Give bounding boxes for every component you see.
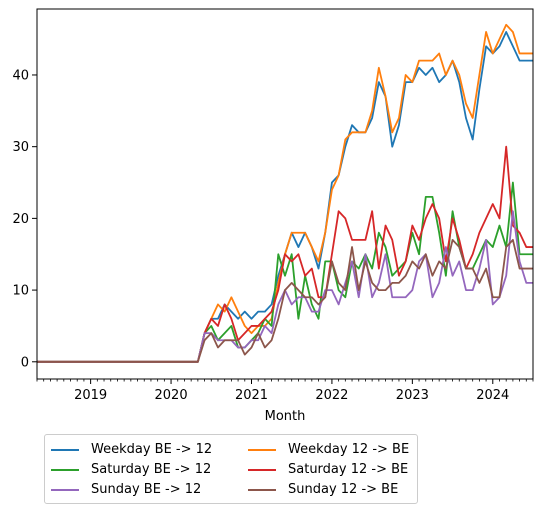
legend-swatch [248, 448, 276, 451]
x-tick-label: 2021 [235, 388, 268, 403]
y-tick-label: 40 [12, 68, 29, 83]
x-axis-title: Month [265, 409, 306, 424]
x-tick-label: 2020 [155, 388, 188, 403]
x-axis: 2019 2020 2021 2022 2023 2024 [36, 379, 534, 403]
series-line-3 [37, 145, 533, 363]
legend-swatch [248, 488, 276, 491]
legend-swatch [51, 488, 79, 491]
legend-label: Sunday BE -> 12 [91, 482, 202, 497]
x-tick-label: 2019 [74, 388, 107, 403]
y-tick-label: 10 [12, 284, 29, 299]
x-tick-label: 2024 [476, 388, 509, 403]
x-tick-label: 2022 [315, 388, 348, 403]
legend: Weekday BE -> 12 Weekday 12 -> BE Saturday… [44, 434, 418, 504]
series-layer [37, 23, 533, 363]
legend-item: Weekday 12 -> BE [248, 442, 409, 457]
legend-swatch [51, 448, 79, 451]
legend-item: Sunday 12 -> BE [248, 482, 398, 497]
legend-label: Saturday 12 -> BE [288, 462, 409, 477]
legend-item: Sunday BE -> 12 [51, 482, 201, 497]
legend-item: Saturday BE -> 12 [51, 462, 211, 477]
series-line-5 [37, 238, 533, 363]
y-tick-label: 30 [12, 140, 29, 155]
y-tick-label: 0 [21, 355, 29, 370]
y-tick-label: 20 [12, 212, 29, 227]
x-tick-label: 2023 [396, 388, 429, 403]
legend-label: Sunday 12 -> BE [288, 482, 399, 497]
series-line-1 [37, 23, 533, 363]
series-line-2 [37, 181, 533, 363]
legend-item: Saturday 12 -> BE [248, 462, 408, 477]
plot-frame [36, 8, 534, 380]
legend-swatch [248, 468, 276, 471]
legend-item: Weekday BE -> 12 [51, 442, 212, 457]
legend-label: Weekday 12 -> BE [288, 442, 410, 457]
legend-swatch [51, 468, 79, 471]
legend-label: Weekday BE -> 12 [91, 442, 213, 457]
series-line-0 [37, 31, 533, 363]
series-line-4 [37, 210, 533, 363]
legend-label: Saturday BE -> 12 [91, 462, 212, 477]
y-axis: 0 10 20 30 40 [12, 68, 37, 370]
